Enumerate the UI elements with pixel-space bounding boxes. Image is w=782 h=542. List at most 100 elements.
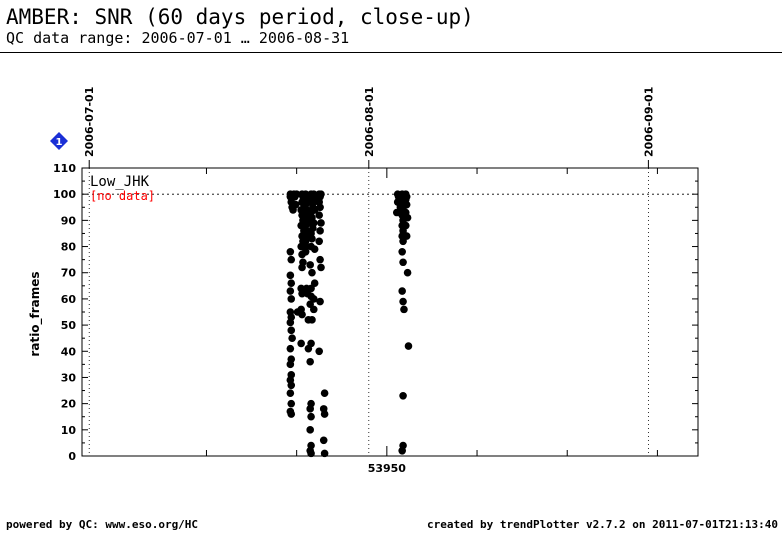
plot-border	[81, 167, 699, 457]
y-tick-label: 0	[68, 450, 76, 463]
data-point	[398, 287, 406, 295]
chart-title: AMBER: SNR (60 days period, close-up)	[6, 5, 474, 29]
legend-label: Low_JHK	[90, 174, 150, 190]
data-point	[404, 342, 413, 350]
data-point	[403, 268, 412, 277]
data-point	[306, 357, 314, 366]
y-tick-label: 20	[61, 398, 77, 411]
data-point	[402, 232, 411, 240]
data-point	[398, 446, 406, 455]
data-point	[401, 221, 410, 230]
data-point	[286, 318, 295, 327]
y-tick-label: 80	[61, 241, 77, 254]
data-point	[289, 206, 297, 214]
diamond-label: 1	[56, 137, 63, 148]
data-point	[307, 449, 315, 458]
data-point	[320, 449, 329, 458]
data-point	[309, 295, 318, 303]
plot-frame	[81, 167, 699, 457]
data-point	[320, 389, 329, 397]
data-point	[286, 247, 295, 256]
data-point	[286, 271, 295, 280]
date-marker-lines	[82, 168, 698, 456]
data-point	[287, 410, 296, 418]
data-point	[288, 334, 296, 342]
date-labels: 2006-07-01 2006-08-01 2006-09-01	[83, 87, 655, 168]
data-point	[315, 237, 324, 246]
data-point	[286, 389, 295, 397]
data-point	[297, 339, 305, 348]
data-point	[309, 219, 318, 227]
y-tick-label: 70	[61, 267, 77, 280]
date-marker-label: 2006-09-01	[642, 87, 655, 157]
y-tick-label: 30	[61, 371, 77, 384]
chart-subtitle: QC data range: 2006-07-01 … 2006-08-31	[6, 29, 350, 47]
y-tick-label: 60	[61, 293, 77, 306]
data-point	[317, 219, 325, 227]
data-point	[315, 211, 324, 219]
data-point	[306, 426, 314, 434]
data-point	[309, 198, 318, 206]
y-axis: 0 10 20 30 40 50 60 70 80 90 100 110	[53, 162, 698, 463]
data-point	[287, 381, 296, 390]
y-tick-label: 100	[53, 188, 76, 201]
footer-created-by: created by trendPlotter v2.7.2 on 2011-0…	[427, 518, 778, 531]
y-tick-label: 40	[61, 345, 77, 358]
data-point	[316, 203, 324, 212]
data-point	[315, 347, 324, 356]
data-point	[306, 405, 314, 413]
data-point	[316, 297, 324, 306]
data-point	[399, 391, 407, 400]
data-point	[399, 258, 407, 267]
data-point	[399, 297, 407, 306]
data-point	[403, 213, 412, 222]
data-point	[308, 316, 316, 324]
data-point	[319, 436, 328, 445]
data-point	[316, 227, 324, 235]
data-point	[308, 234, 316, 243]
y-tick-label: 110	[53, 162, 76, 175]
data-point	[298, 289, 306, 298]
data-point	[307, 339, 315, 348]
data-point	[286, 287, 295, 295]
data-point	[310, 279, 319, 288]
data-point	[297, 242, 305, 251]
data-point	[317, 190, 325, 198]
date-marker-label: 2006-08-01	[363, 87, 376, 157]
data-point	[292, 190, 301, 198]
data-points	[286, 190, 413, 458]
legend-note: [no data]	[90, 189, 155, 203]
data-point	[320, 410, 329, 418]
diamond-shape	[50, 132, 68, 150]
footer-powered-by: powered by QC: www.eso.org/HC	[6, 518, 199, 531]
y-tick-label: 90	[61, 214, 77, 227]
data-point	[286, 344, 295, 353]
y-tick-label: 10	[61, 424, 77, 437]
data-point	[286, 360, 295, 369]
data-point	[287, 399, 296, 408]
data-point	[287, 295, 296, 303]
data-point	[298, 310, 306, 319]
diamond-icon[interactable]: 1	[50, 132, 68, 150]
data-point	[317, 263, 325, 272]
y-axis-label: ratio_frames	[28, 271, 43, 356]
data-point	[310, 245, 319, 253]
y-tick-label: 50	[61, 319, 77, 332]
x-tick-label: 53950	[368, 462, 407, 475]
header-divider	[0, 52, 782, 53]
data-point	[298, 263, 306, 272]
data-point	[306, 261, 314, 269]
data-point	[287, 255, 296, 264]
date-marker-label: 2006-07-01	[83, 87, 96, 157]
data-point	[316, 255, 324, 264]
data-point	[309, 305, 318, 314]
data-point	[301, 247, 310, 256]
data-point	[308, 268, 316, 277]
legend: Low_JHK[no data]	[90, 174, 155, 203]
data-point	[400, 305, 408, 314]
data-point	[402, 200, 411, 209]
x-axis: 53950	[205, 168, 658, 475]
data-point	[287, 279, 296, 288]
data-point	[307, 412, 315, 421]
